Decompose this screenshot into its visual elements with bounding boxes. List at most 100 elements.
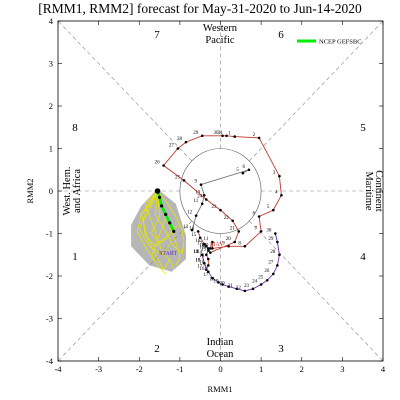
observed-may-point [225, 134, 228, 138]
observed-may-day-label: 6 [253, 212, 256, 217]
observed-may-point [280, 193, 283, 197]
y-tick-label: -2 [46, 271, 53, 281]
observed-may-point [272, 208, 275, 212]
forecast-mean-point [159, 204, 164, 208]
observed-may-point [198, 236, 202, 240]
region-indian-ocean-line2: Ocean [207, 349, 235, 360]
observed-june-point [235, 287, 239, 291]
observed-april-point [247, 168, 251, 172]
observed-may-day-label: 5 [267, 205, 270, 210]
forecast-mean-point [168, 221, 172, 225]
observed-may-day-label: 12 [201, 243, 207, 248]
diagonal-guide-1 [249, 220, 384, 362]
observed-may-day-label: 27 [169, 144, 175, 149]
unit-circle [179, 148, 262, 234]
observed-may-point [182, 179, 186, 182]
observed-may-point [219, 208, 222, 212]
observed-april-day-label: 11 [193, 199, 198, 204]
legend-label: NCEP GEFSBC [319, 39, 362, 46]
observed-may-day-label: 10 [203, 243, 209, 248]
observed-june-day-label: 26 [264, 269, 270, 274]
ensemble-member-8 [136, 190, 158, 262]
x-tick-label: -1 [176, 364, 183, 374]
observed-may-point [259, 230, 263, 233]
x-tick-label: 0 [218, 364, 222, 374]
observed-june-day-label: 14 [193, 250, 199, 255]
observed-june-day-label: 30 [266, 229, 272, 234]
observed-june-point [227, 285, 230, 288]
observed-may-day-label: 9 [222, 241, 225, 246]
observed-june-day-label: 29 [268, 237, 274, 242]
observed-june-point [274, 232, 277, 235]
phase-label-5: 5 [360, 122, 366, 134]
observed-may-day-label: 13 [199, 246, 205, 251]
observed-june-point [278, 253, 281, 257]
diagonal-guide-3 [57, 220, 192, 362]
observed-may-day-label: 15 [199, 254, 205, 259]
y-tick-label: -1 [46, 229, 53, 239]
y-tick-label: 1 [49, 144, 53, 154]
observed-april-point [202, 193, 206, 197]
region-maritime-line1: Maritime [363, 171, 374, 210]
forecast-start-marker [154, 188, 161, 194]
phase-label-2: 2 [154, 343, 160, 355]
observed-may-day-label: 11 [204, 237, 209, 242]
observed-june-point [221, 283, 224, 286]
observed-june-day-label: 27 [268, 260, 274, 265]
observed-june-point [217, 281, 220, 284]
observed-may-day-label: 18 [195, 258, 201, 263]
x-tick-label: -3 [95, 364, 102, 374]
observed-may-day-label: 3 [273, 171, 276, 176]
observed-may-day-label: 20 [226, 237, 232, 242]
diagonal-guide-0 [249, 20, 384, 162]
observed-june-point [276, 240, 279, 244]
observed-may-point [204, 244, 208, 248]
observed-june-point [251, 287, 255, 291]
observed-june-point [243, 289, 247, 293]
observed-may-day-label: 21 [230, 226, 236, 231]
observed-may-day-label: 17 [197, 265, 203, 270]
ensemble-member-5 [157, 190, 185, 255]
observed-may-point [237, 230, 241, 233]
observed-june-day-label: 15 [195, 258, 201, 263]
x-tick-label: -4 [54, 364, 62, 374]
observed-may-day-label: 14 [189, 226, 195, 231]
observed-june-day-label: 17 [203, 273, 209, 278]
observed-may-point [204, 253, 208, 257]
ensemble-member-0 [142, 190, 168, 247]
observed-may-point [202, 242, 206, 246]
observed-april-day-label: 12 [187, 211, 193, 216]
observed-june-day-label: 24 [252, 280, 258, 285]
observed-may-day-label: 8 [238, 241, 241, 246]
phase-label-4: 4 [360, 251, 366, 263]
region-western-pacific-line2: Pacific [205, 35, 234, 46]
forecast-mean-point [157, 195, 162, 199]
observed-may-day-label: 2 [253, 133, 256, 138]
observed-may-day-label: 18 [199, 243, 205, 248]
observed-may-day-label: 19 [201, 248, 207, 253]
observed-may-day-label: 16 [195, 239, 201, 244]
phase-guides [57, 20, 384, 362]
y-tick-label: 2 [49, 101, 53, 111]
phase-label-7: 7 [154, 29, 160, 41]
y-tick-label: -3 [46, 314, 53, 324]
may-annotation: MAY [210, 242, 224, 248]
observed-may-day-label: 1 [228, 132, 231, 137]
observed-may-day-label: 19 [193, 250, 199, 255]
observed-may-point [176, 147, 180, 150]
observed-may-point [207, 257, 210, 261]
observed-may-point [231, 219, 234, 223]
forecast-mean-point [164, 212, 168, 216]
chart-title: [RMM1, RMM2] forecast for May-31-2020 to… [38, 1, 362, 16]
observed-june-point [259, 283, 263, 286]
observed-may-day-label: 17 [197, 241, 203, 246]
region-western-pacific-line1: Western [203, 23, 238, 34]
observed-april-point [199, 183, 203, 186]
observed-june-day-label: 23 [244, 284, 250, 289]
observed-may-point [233, 135, 237, 138]
observed-may-point [257, 215, 261, 218]
observed-june-day-label: 22 [236, 286, 242, 291]
observed-may-point [196, 230, 200, 233]
